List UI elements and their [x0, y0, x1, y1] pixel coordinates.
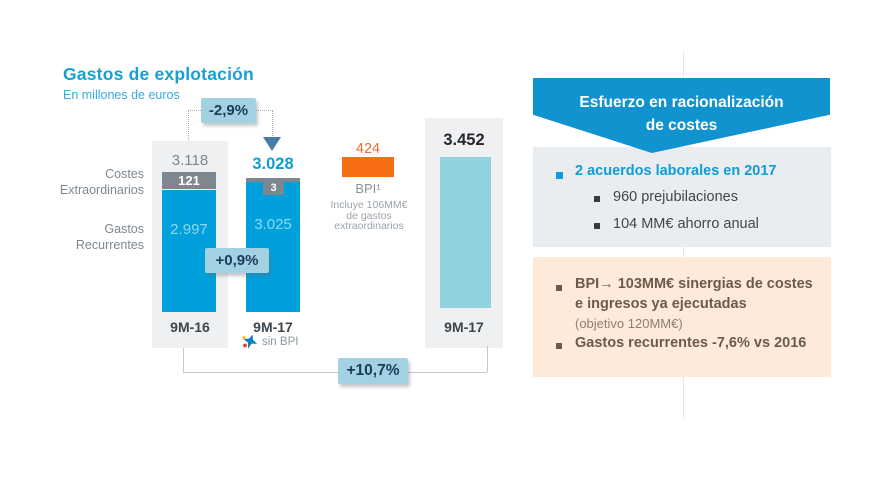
delta-badge-recurrentes: +0,9%: [205, 248, 269, 273]
bpi-footnote: Incluye 106MM€ de gastos extraordinarios: [330, 199, 408, 232]
delta-badge-total: -2,9%: [201, 98, 256, 123]
bar-9m17-axis-label: 9M-17: [444, 319, 484, 335]
labor-agreements-heading: 2 acuerdos laborales en 2017: [575, 163, 777, 179]
bar-9m17sinbpi-recurrentes-label: 3.025: [254, 216, 292, 233]
banner-line1: Esfuerzo en racionalización: [579, 94, 784, 111]
list-item: 960 prejubilaciones: [613, 189, 738, 205]
connector-line: [272, 111, 273, 138]
bracket-line: [487, 346, 488, 372]
banner-line2: de costes: [645, 117, 718, 134]
bracket-line: [183, 372, 487, 373]
bpi-axis-label: BPI¹: [355, 181, 381, 196]
bar-9m16-recurrentes-label: 2.997: [170, 221, 208, 238]
sin-bpi-label: sin BPI: [262, 335, 299, 348]
bar-9m17sinbpi-total-label: 3.028: [252, 155, 294, 173]
bar-9m17sinbpi-axis-label: 9M-17: [253, 319, 293, 335]
cost-rationalization-banner: Esfuerzo en racionalización de costes: [533, 78, 830, 153]
connector-line: [256, 110, 273, 111]
synergies-line2: e ingresos ya ejecutadas: [575, 296, 747, 312]
caixabank-star-icon: [242, 334, 258, 349]
list-item: 104 MM€ ahorro anual: [613, 216, 759, 232]
bpi-synergies-box: BPI→ 103MM€ sinergias de costes e ingres…: [533, 257, 831, 377]
bar-9m17-total-segment: [440, 157, 491, 308]
row-label-gastos-recurrentes: Gastos Recurrentes: [75, 222, 144, 252]
labor-agreements-box: 2 acuerdos laborales en 2017 960 prejubi…: [533, 147, 831, 247]
bar-9m17sinbpi-extraordinarios-value: 3: [263, 182, 284, 195]
bar-9m17sinbpi-recurrentes-segment: [246, 182, 300, 312]
connector-line: [188, 111, 189, 150]
bar-9m16-total-label: 3.118: [171, 152, 209, 169]
bullet-square-icon: [556, 172, 563, 179]
bar-9m17-total-label: 3.452: [443, 131, 485, 149]
row-label-costes-extraordinarios: Costes Extraordinarios: [59, 167, 144, 197]
recurring-expenses-item: Gastos recurrentes -7,6% vs 2016: [575, 335, 807, 351]
bullet-square-icon: [556, 285, 562, 291]
chart-title: Gastos de explotación: [63, 64, 254, 84]
sin-bpi-caption: sin BPI: [241, 334, 313, 349]
bar-9m16-extraordinarios-segment: 121: [162, 172, 216, 189]
bar-9m16-axis-label: 9M-16: [170, 319, 210, 335]
delta-badge-con-bpi: +10,7%: [338, 358, 408, 384]
synergies-line1: BPI→ 103MM€ sinergias de costes: [575, 276, 813, 292]
bracket-line: [183, 348, 184, 372]
connector-line: [188, 110, 201, 111]
chart-subtitle: En millones de euros: [63, 88, 180, 102]
bpi-value-label: 424: [355, 141, 381, 157]
arrow-down-icon: [263, 137, 281, 151]
bullet-square-icon: [594, 223, 600, 229]
bullet-square-icon: [556, 343, 562, 349]
bullet-square-icon: [594, 196, 600, 202]
synergies-target-note: (objetivo 120MM€): [575, 316, 683, 331]
bpi-bar: [342, 157, 394, 177]
bar-9m17sinbpi-extraordinarios-cap: [246, 178, 300, 182]
